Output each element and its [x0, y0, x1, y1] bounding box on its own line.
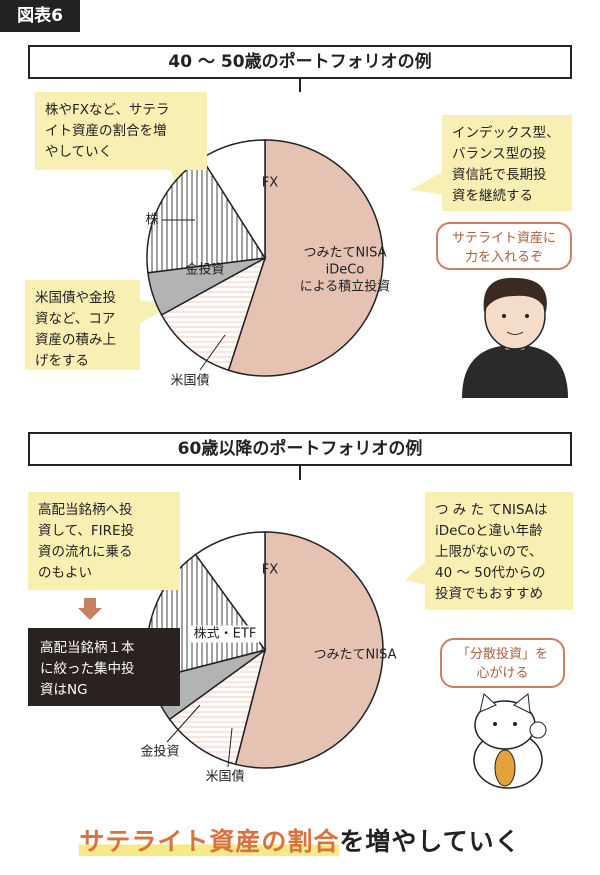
note-tail: [410, 170, 446, 195]
note: 株やFXなど、サテラ イト資産の割合を増 やしていく: [35, 92, 207, 170]
note: インデックス型、 バランス型の投 資信託で長期投 資を継続する: [442, 115, 572, 211]
slice-label: FX: [261, 562, 279, 578]
footer-text: を増やしていく: [339, 827, 521, 856]
figure-badge: 図表6: [0, 0, 80, 32]
pie-slice: [194, 531, 266, 653]
pie-slice: [168, 648, 267, 766]
warning: 高配当銘柄１本 に絞った集中投 資はNG: [28, 628, 180, 706]
speech-bubble: 「分散投資」を 心がける: [440, 638, 565, 688]
leader-line: [166, 704, 201, 743]
note: つ み た てNISAは iDeCoと違い年齢 上限がないので、 40 ～ 50…: [425, 492, 573, 610]
note: 米国債や金投 資など、コア 資産の積み上 げをする: [25, 280, 140, 370]
pie-slice: [160, 256, 267, 372]
cat: [473, 693, 547, 789]
slice-label: 金投資: [185, 262, 225, 278]
slice-label: 米国債: [205, 769, 245, 785]
leader-line: [199, 334, 226, 371]
chart-title: 60歳以降のポートフォリオの例: [28, 432, 572, 466]
pie-slice: [227, 139, 384, 377]
slice-label: 金投資: [140, 744, 180, 760]
slice-label: 米国債: [170, 373, 210, 389]
slice-label: 株式・ETF: [190, 625, 260, 643]
note: 高配当銘柄へ投 資して、FIRE投 資の流れに乗る のもよい: [28, 492, 180, 590]
speech-bubble: サテライト資産に 力を入れるぞ: [436, 222, 572, 270]
pie-slice: [234, 531, 384, 769]
footer-highlight: サテライト資産の割合: [79, 827, 340, 856]
arrow: [78, 598, 102, 620]
slice-label: FX: [261, 175, 279, 191]
chart-title: 40 ～ 50歳のポートフォリオの例: [28, 45, 572, 79]
person: [462, 277, 568, 398]
leader-line: [227, 727, 233, 768]
slice-label: つみたてNISA: [313, 647, 397, 663]
slice-label: つみたてNISA iDeCo による積立投資: [299, 245, 391, 295]
footer: サテライト資産の割合を増やしていく: [0, 822, 600, 858]
slice-label: 株: [145, 212, 159, 228]
note-tail: [405, 560, 427, 585]
